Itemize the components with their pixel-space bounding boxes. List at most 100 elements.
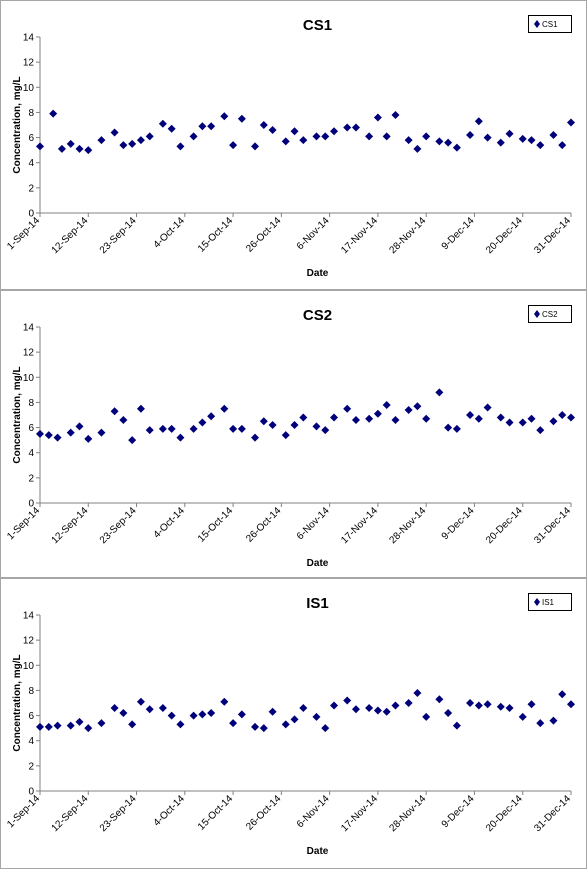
data-point xyxy=(136,697,145,706)
data-point xyxy=(158,704,167,713)
y-tick-label: 10 xyxy=(23,661,35,672)
data-point xyxy=(259,121,268,129)
data-point xyxy=(567,413,575,422)
x-axis-title: Date xyxy=(307,846,329,857)
data-point xyxy=(365,132,374,141)
y-tick-label: 0 xyxy=(28,787,34,798)
data-point xyxy=(474,414,483,423)
data-point xyxy=(558,690,567,699)
data-point xyxy=(558,411,567,419)
data-point xyxy=(145,426,154,435)
y-tick-label: 6 xyxy=(28,711,34,722)
data-point xyxy=(404,699,413,707)
data-point xyxy=(373,409,382,418)
y-axis-title: Concentration, mg/L xyxy=(12,76,23,173)
data-point xyxy=(435,388,444,397)
data-point xyxy=(198,122,207,131)
data-point xyxy=(53,433,62,442)
data-point xyxy=(518,134,527,143)
y-tick-label: 0 xyxy=(28,499,34,510)
data-point xyxy=(413,144,422,153)
data-point xyxy=(237,424,246,433)
data-point xyxy=(365,704,374,713)
data-point xyxy=(110,128,119,137)
y-tick-label: 10 xyxy=(23,373,35,384)
legend-label: CS1 xyxy=(542,20,558,29)
data-point xyxy=(404,405,413,414)
data-point xyxy=(466,411,475,419)
legend: CS1 xyxy=(528,15,572,33)
y-tick-label: 14 xyxy=(23,323,35,334)
legend-box xyxy=(528,305,572,323)
data-point xyxy=(290,127,299,136)
data-point xyxy=(452,721,461,730)
data-point xyxy=(466,131,475,140)
data-point xyxy=(312,712,321,721)
data-point xyxy=(158,119,167,128)
data-point xyxy=(237,710,246,719)
data-point xyxy=(518,418,527,427)
data-point xyxy=(110,407,119,416)
data-point xyxy=(312,132,321,141)
data-point xyxy=(290,715,299,724)
data-point xyxy=(466,699,475,707)
data-point xyxy=(435,137,444,146)
data-point xyxy=(496,138,505,147)
y-tick-label: 6 xyxy=(28,133,34,144)
data-point xyxy=(312,422,321,431)
data-point xyxy=(391,701,400,710)
data-point xyxy=(176,433,185,442)
data-point xyxy=(422,712,431,721)
data-point xyxy=(189,132,198,141)
data-point xyxy=(167,124,176,133)
data-point xyxy=(536,719,545,728)
data-point xyxy=(119,141,128,150)
y-tick-label: 12 xyxy=(23,348,35,359)
data-point xyxy=(66,721,75,730)
data-point xyxy=(321,426,330,435)
y-tick-label: 8 xyxy=(28,108,34,119)
data-point xyxy=(119,709,128,718)
data-point xyxy=(251,142,260,151)
data-point xyxy=(549,417,558,426)
data-point xyxy=(505,704,514,713)
data-point xyxy=(391,110,400,119)
data-point xyxy=(167,711,176,720)
data-point xyxy=(518,712,527,721)
data-point xyxy=(351,416,360,425)
data-point xyxy=(299,136,308,145)
data-point xyxy=(75,422,84,431)
data-point xyxy=(128,436,137,445)
data-point xyxy=(97,136,106,145)
data-point xyxy=(97,428,106,437)
y-tick-label: 4 xyxy=(28,736,34,747)
legend-marker xyxy=(534,310,540,318)
data-point xyxy=(365,414,374,423)
data-point xyxy=(66,139,75,148)
data-point xyxy=(145,132,154,141)
data-point xyxy=(110,704,119,713)
data-point xyxy=(567,118,575,127)
data-point xyxy=(391,416,400,425)
data-point xyxy=(527,136,536,145)
data-point xyxy=(84,434,93,443)
data-point xyxy=(53,721,62,730)
data-point xyxy=(176,720,185,729)
data-point xyxy=(299,704,308,713)
data-point xyxy=(207,709,216,718)
y-tick-label: 2 xyxy=(28,183,34,194)
data-point xyxy=(549,716,558,725)
y-tick-label: 12 xyxy=(23,636,35,647)
data-point xyxy=(404,136,413,145)
data-point xyxy=(351,123,360,132)
data-point xyxy=(343,404,352,413)
data-point xyxy=(330,127,339,136)
data-point xyxy=(496,413,505,422)
y-tick-label: 8 xyxy=(28,398,34,409)
data-point xyxy=(75,144,84,153)
data-point xyxy=(483,133,492,142)
data-point xyxy=(220,697,229,706)
data-point xyxy=(75,717,84,726)
y-tick-label: 4 xyxy=(28,448,34,459)
y-tick-label: 14 xyxy=(23,33,35,44)
